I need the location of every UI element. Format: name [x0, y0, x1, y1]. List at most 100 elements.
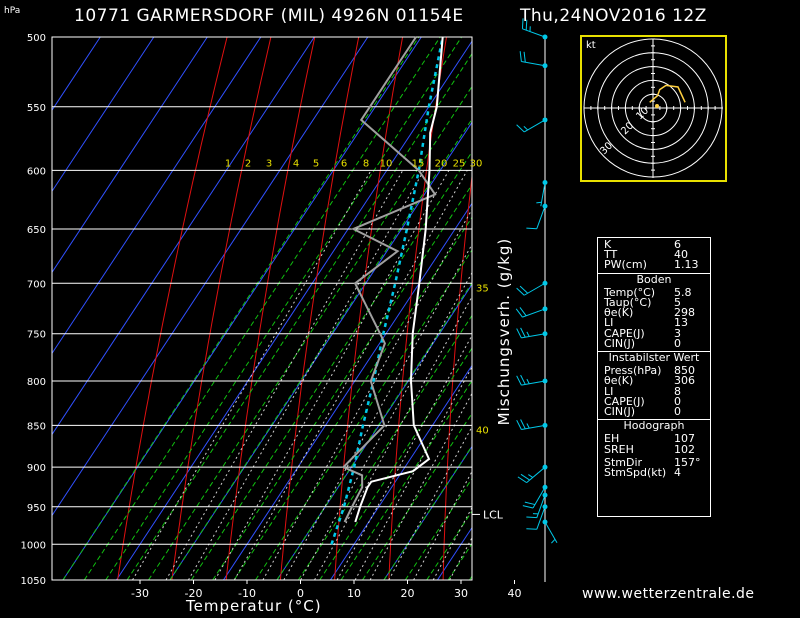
boden-heading: Boden — [598, 272, 710, 286]
dry-adiabat-line — [225, 37, 316, 580]
theta-label: 40 — [476, 425, 489, 436]
wind-barb-feather — [524, 501, 536, 506]
mixing-ratio-label: 10 — [380, 158, 393, 169]
moist-adiabat-line — [255, 249, 472, 580]
pressure-tick-label: 700 — [27, 279, 46, 290]
wind-barb-feather — [520, 419, 526, 430]
dry-adiabat-line — [117, 37, 228, 580]
isotherm-line — [52, 37, 101, 112]
instab-heading: Instabilster Wert — [598, 351, 710, 364]
pressure-tick-label: 500 — [27, 33, 46, 44]
credit-url: www.wetterzentrale.de — [582, 586, 755, 602]
pressure-tick-label: 950 — [27, 503, 46, 514]
wind-barb-feather — [516, 124, 525, 133]
wind-barb — [521, 18, 548, 40]
wind-barb-feather — [525, 19, 528, 31]
hodograph-unit-label: kt — [586, 40, 596, 51]
pressure-tick-label: 600 — [27, 166, 46, 177]
index-row: CIN(J) 0 — [604, 405, 681, 419]
mixing-ratio-line — [336, 334, 472, 580]
index-row: Taup(°C) 5 — [604, 296, 681, 310]
moist-adiabat-line — [83, 37, 441, 580]
wind-barb-feather — [521, 18, 524, 29]
index-row: EH 107 — [604, 432, 695, 446]
mixing-ratio-line — [432, 506, 472, 580]
isotherm-line — [0, 37, 47, 580]
mixing-ratio-line — [369, 392, 472, 580]
mixing-ratio-line — [262, 208, 472, 580]
wind-barb — [526, 492, 548, 519]
theta-label: 35 — [476, 283, 489, 294]
wind-barb-feather — [522, 505, 534, 509]
index-row: LI 8 — [604, 384, 681, 398]
plot-frame — [51, 36, 473, 581]
pressure-tick-label: 800 — [27, 377, 46, 388]
wind-barb-feather — [516, 287, 525, 296]
isotherm-line — [52, 37, 208, 274]
wind-barb-half-feather — [526, 331, 530, 337]
pressure-tick-label: 550 — [27, 103, 46, 114]
wind-barb-feather — [516, 375, 522, 386]
mixing-ratio-label: 20 — [435, 158, 448, 169]
mixing-ratio-label: 2 — [245, 158, 251, 169]
wind-barb-feather — [519, 51, 522, 62]
x-axis-label: Temperatur (°C) — [186, 597, 322, 615]
mixing-ratio-line — [187, 170, 425, 580]
mixing-ratio-line — [354, 365, 472, 580]
wind-barb — [542, 519, 558, 544]
wind-barb-feather — [517, 476, 527, 484]
moist-adiabat-line — [426, 510, 472, 580]
index-row: SREH 102 — [604, 442, 695, 456]
indices-boden: Temp(°C) 5.8 Taup(°C) 5 θe(K) 298 LI 13 CAPE… — [598, 286, 710, 351]
wind-barb — [516, 280, 548, 296]
moist-adiabat-line — [62, 37, 420, 580]
isotherm-line — [52, 37, 315, 436]
index-row: LI 13 — [604, 316, 688, 330]
lcl-label: LCL — [483, 508, 504, 521]
pressure-tick-label: 650 — [27, 225, 46, 236]
moist-adiabat-line — [105, 37, 463, 580]
wind-barb-staff — [536, 205, 546, 229]
mixing-ratio-label: 4 — [293, 158, 299, 169]
moist-adiabat-line — [233, 216, 472, 580]
isotherm-line — [52, 37, 369, 517]
indices-hodograph: EH 107 SREH 102 StmDir 157° StmSpd(kt) 4 — [598, 432, 710, 480]
wind-barb-feather — [519, 285, 529, 294]
x-tick-label: -10 — [238, 587, 256, 600]
dry-adiabat-line — [388, 37, 447, 580]
x-tick-label: 20 — [401, 587, 415, 600]
sounding-datetime: Thu,24NOV2016 12Z — [520, 6, 707, 26]
x-tick-label: 40 — [508, 587, 522, 600]
index-row: Temp(°C) 5.8 — [604, 285, 692, 299]
mixing-ratio-label: 15 — [412, 158, 425, 169]
wind-barb-feather — [516, 419, 522, 430]
x-tick-label: 10 — [347, 587, 361, 600]
dry-adiabat-line — [796, 37, 800, 580]
wind-barb-half-feather — [536, 201, 542, 204]
isotherm-line — [52, 37, 262, 355]
index-row: CIN(J) 0 — [604, 336, 681, 350]
index-row: TT 40 — [604, 248, 688, 262]
moist-adiabat-line — [148, 85, 472, 580]
wind-barb-feather — [516, 328, 522, 339]
wind-barb-feather — [526, 528, 537, 530]
wind-barb-half-feather — [526, 378, 530, 384]
wind-barb — [526, 504, 548, 530]
mixing-ratio-label: 25 — [453, 158, 466, 169]
pressure-tick-label: 1050 — [21, 576, 46, 587]
wind-barb — [516, 419, 548, 431]
moist-adiabat-line — [319, 347, 472, 580]
dry-adiabat-line — [279, 37, 360, 580]
station-title: 10771 GARMERSDORF (MIL) 4926N 01154E — [74, 6, 464, 26]
dewpoint-profile-line — [341, 36, 437, 523]
wind-barb-feather — [519, 307, 527, 317]
isotherm-line — [223, 202, 472, 580]
pressure-tick-label: 1000 — [21, 540, 46, 551]
mixing-ratio-line — [283, 243, 472, 580]
mixing-ratio-line — [388, 425, 472, 580]
pressure-tick-label: 850 — [27, 421, 46, 432]
index-row: θe(K) 306 — [604, 374, 695, 388]
